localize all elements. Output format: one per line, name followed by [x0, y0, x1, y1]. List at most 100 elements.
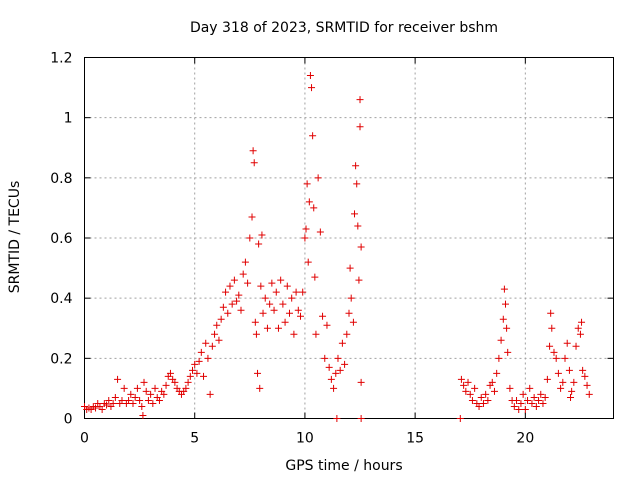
data-point — [471, 384, 479, 392]
y-axis-label: SRMTID / TECUs — [7, 181, 23, 294]
data-point — [354, 222, 362, 230]
data-point — [193, 369, 201, 377]
data-point — [309, 132, 317, 140]
data-point — [171, 378, 179, 386]
x-tick-label: 20 — [516, 431, 534, 447]
data-point — [266, 300, 274, 308]
data-point — [301, 234, 309, 242]
data-point — [239, 270, 247, 278]
y-tick-label: 0 — [64, 412, 73, 428]
data-point — [246, 234, 254, 242]
data-point — [547, 309, 555, 317]
data-point — [274, 324, 282, 332]
data-point — [258, 231, 266, 239]
data-point — [244, 279, 252, 287]
data-point — [506, 384, 514, 392]
plot-frame — [84, 57, 614, 419]
data-point — [333, 415, 341, 422]
data-point — [323, 321, 331, 329]
data-point — [281, 318, 289, 326]
data-point — [503, 324, 511, 332]
data-point — [257, 282, 265, 290]
data-point — [559, 378, 567, 386]
data-point — [316, 228, 324, 236]
data-point — [321, 354, 329, 362]
data-point — [356, 123, 364, 131]
data-point — [305, 198, 313, 206]
data-point — [200, 372, 208, 380]
data-point — [332, 369, 340, 377]
data-point — [294, 306, 302, 314]
data-point — [327, 375, 335, 383]
data-point — [482, 390, 490, 398]
tick-labels: 0 0.2 0.4 0.6 0.8 1 1.2 0 5 10 15 20 — [50, 51, 614, 447]
axes — [84, 57, 614, 419]
data-point — [314, 174, 322, 182]
data-point — [219, 303, 227, 311]
data-point — [292, 288, 300, 296]
data-point — [303, 180, 311, 188]
data-points — [81, 72, 593, 422]
data-point — [288, 294, 296, 302]
data-point — [561, 354, 569, 362]
data-point — [252, 330, 260, 338]
data-point — [535, 396, 543, 404]
data-point — [186, 372, 194, 380]
data-point — [155, 396, 163, 404]
data-point — [565, 366, 573, 374]
data-point — [226, 282, 234, 290]
data-point — [532, 402, 540, 410]
data-point — [136, 396, 144, 404]
data-point — [206, 390, 214, 398]
data-point — [261, 294, 269, 302]
data-point — [526, 384, 534, 392]
data-point — [237, 306, 245, 314]
data-point — [500, 285, 508, 293]
data-point — [259, 309, 267, 317]
data-point — [208, 342, 216, 350]
data-point — [355, 276, 363, 284]
data-point — [283, 282, 291, 290]
data-point — [189, 366, 197, 374]
data-point — [539, 399, 547, 407]
data-point — [133, 384, 141, 392]
data-point — [543, 375, 551, 383]
data-point — [349, 318, 357, 326]
data-point — [325, 363, 333, 371]
data-point — [114, 375, 122, 383]
data-point — [330, 384, 338, 392]
data-point — [256, 384, 264, 392]
y-tick-label: 0.2 — [50, 351, 72, 367]
data-point — [574, 324, 582, 332]
data-point — [312, 330, 320, 338]
data-point — [357, 378, 365, 386]
data-point — [299, 288, 307, 296]
data-point — [151, 384, 159, 392]
data-point — [456, 415, 464, 422]
data-point — [546, 342, 554, 350]
data-point — [127, 390, 135, 398]
data-point — [297, 312, 305, 320]
data-point — [346, 264, 354, 272]
data-point — [222, 288, 230, 296]
data-point — [118, 396, 126, 404]
data-point — [211, 330, 219, 338]
data-point — [224, 309, 232, 317]
data-point — [570, 378, 578, 386]
data-point — [129, 399, 137, 407]
data-point — [255, 240, 263, 248]
data-point — [138, 402, 146, 410]
data-point — [270, 306, 278, 314]
y-tick-label: 0.6 — [50, 231, 72, 247]
data-point — [202, 339, 210, 347]
data-point — [166, 369, 174, 377]
data-point — [550, 348, 558, 356]
data-point — [195, 357, 203, 365]
data-point — [147, 390, 155, 398]
data-point — [306, 72, 314, 80]
data-point — [528, 399, 536, 407]
data-point — [477, 393, 485, 401]
x-tick-label: 10 — [296, 431, 314, 447]
data-point — [235, 291, 243, 299]
